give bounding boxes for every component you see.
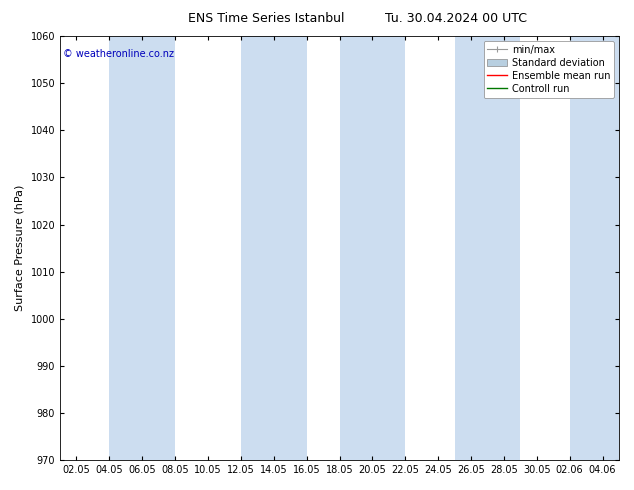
Text: Tu. 30.04.2024 00 UTC: Tu. 30.04.2024 00 UTC (385, 12, 527, 25)
Bar (340, 36, 405, 460)
Bar (570, 36, 619, 460)
Bar (109, 36, 175, 460)
Y-axis label: Surface Pressure (hPa): Surface Pressure (hPa) (15, 185, 25, 311)
Text: ENS Time Series Istanbul: ENS Time Series Istanbul (188, 12, 344, 25)
Text: © weatheronline.co.nz: © weatheronline.co.nz (63, 49, 174, 59)
Legend: min/max, Standard deviation, Ensemble mean run, Controll run: min/max, Standard deviation, Ensemble me… (484, 41, 614, 98)
Bar (241, 36, 307, 460)
Bar (455, 36, 521, 460)
